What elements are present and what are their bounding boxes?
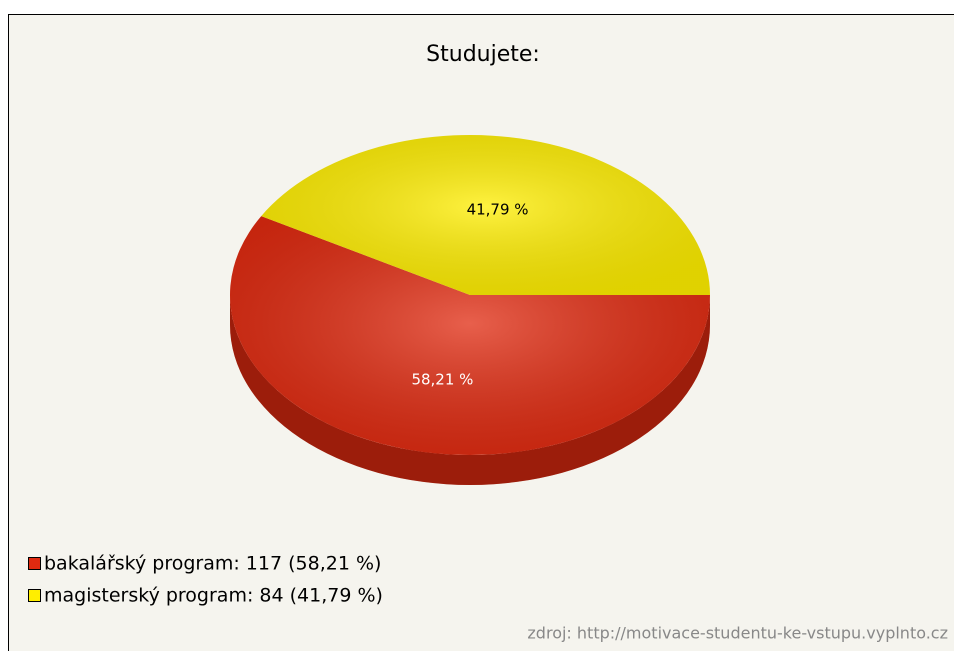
legend-label: magisterský program: 84 (41,79 %) [44,585,383,607]
slice-shine [261,135,710,295]
source: zdroj: http://motivace-studentu-ke-vstup… [527,624,948,643]
slice-side [230,295,710,485]
legend: bakalářský program: 117 (58,21 %) magiste… [28,553,383,607]
slice-side-shade [230,295,710,485]
slice-shine [230,216,711,455]
legend-swatch [28,557,41,570]
chart-title: Studujete: [426,42,540,67]
pie: 58,21 % 41,79 % [230,135,711,485]
value-label: 58,21 % [411,371,473,389]
value-label: 41,79 % [467,200,529,218]
legend-label: bakalářský program: 117 (58,21 %) [44,553,381,575]
legend-swatch [28,589,41,602]
